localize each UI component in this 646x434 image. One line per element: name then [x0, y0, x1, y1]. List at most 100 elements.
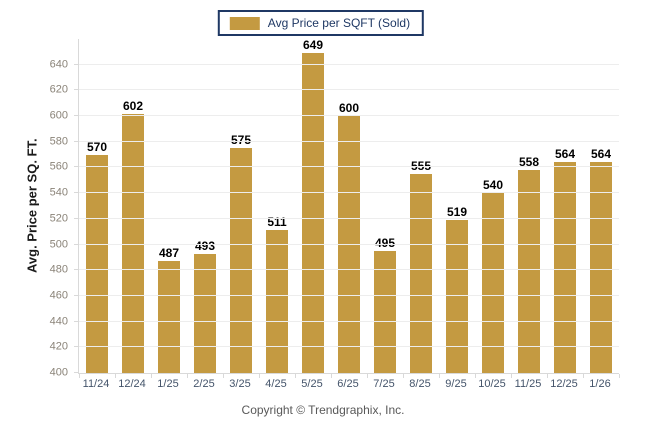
y-tick-mark	[74, 63, 79, 65]
bar	[374, 250, 396, 373]
x-tick-mark	[187, 374, 188, 378]
bars-container: 570 602 487 493 575 511 649 600 495 555 519 540 558 5…	[79, 39, 619, 373]
y-tick-label: 440	[49, 315, 68, 328]
x-tick-mark	[223, 374, 224, 378]
x-tick-label: 10/25	[478, 378, 506, 390]
gridline	[79, 243, 619, 245]
y-tick-label: 540	[49, 186, 68, 199]
bar-cell: 558	[511, 39, 547, 373]
y-tick-mark	[74, 115, 79, 117]
y-tick-mark	[74, 346, 79, 348]
bar	[554, 162, 576, 373]
y-tick-label: 580	[49, 135, 68, 148]
gridline	[79, 166, 619, 168]
gridline	[79, 320, 619, 322]
x-tick-label: 4/25	[265, 378, 287, 390]
bar-cell: 602	[115, 39, 151, 373]
bar-value-label: 602	[122, 98, 144, 113]
gridline	[79, 63, 619, 65]
y-tick-label: 500	[49, 238, 68, 251]
bar-value-label: 487	[158, 246, 180, 261]
y-tick-mark	[74, 217, 79, 219]
y-tick-label: 560	[49, 160, 68, 173]
x-tick-label: 8/25	[409, 378, 431, 390]
plot-area: 570 602 487 493 575 511 649 600 495 555 519 540 558 5…	[74, 39, 620, 378]
x-tick-label: 1/25	[157, 378, 179, 390]
bar-value-label: 575	[230, 133, 252, 148]
bar-cell: 519	[439, 39, 475, 373]
y-tick-label: 420	[49, 340, 68, 353]
bar-cell: 649	[295, 39, 331, 373]
bar	[410, 173, 432, 373]
x-tick-label: 3/25	[229, 378, 251, 390]
gridline	[79, 89, 619, 91]
legend-swatch-icon	[229, 16, 260, 30]
legend: Avg Price per SQFT (Sold)	[217, 10, 425, 36]
bar	[302, 53, 324, 373]
x-tick-mark	[439, 374, 440, 378]
y-tick-label: 460	[49, 289, 68, 302]
y-tick-label: 400	[49, 366, 68, 379]
y-tick-mark	[74, 372, 79, 373]
gridline	[79, 269, 619, 271]
bar-value-label: 600	[338, 101, 360, 116]
x-tick-mark	[583, 374, 584, 378]
y-tick-mark	[74, 140, 79, 142]
x-tick-label: 12/24	[118, 378, 146, 390]
bar-cell: 570	[79, 39, 115, 373]
y-axis-tick-labels: 400 420 440 460 480 500 520 540 560 580 600 620 640	[0, 39, 74, 378]
bar-cell: 564	[583, 39, 619, 373]
x-tick-mark	[511, 374, 512, 378]
bar-cell: 555	[403, 39, 439, 373]
legend-label: Avg Price per SQFT (Sold)	[267, 16, 411, 30]
y-tick-mark	[74, 192, 79, 194]
y-tick-mark	[74, 320, 79, 322]
y-tick-mark	[74, 294, 79, 296]
bar-value-label: 564	[554, 147, 576, 162]
x-tick-label: 6/25	[337, 378, 359, 390]
bar-cell: 495	[367, 39, 403, 373]
x-tick-label: 9/25	[445, 378, 467, 390]
x-tick-mark	[547, 374, 548, 378]
x-tick-label: 11/24	[82, 378, 110, 390]
x-tick-mark	[79, 374, 80, 378]
bar	[266, 230, 288, 373]
bar-cell: 511	[259, 39, 295, 373]
gridline	[79, 192, 619, 194]
gridline	[79, 115, 619, 117]
bar-value-label: 495	[374, 235, 396, 250]
bar-value-label: 555	[410, 158, 432, 173]
bar-value-label: 558	[518, 155, 540, 170]
bar-cell: 487	[151, 39, 187, 373]
x-tick-mark	[295, 374, 296, 378]
y-tick-label: 640	[49, 58, 68, 71]
gridline	[79, 140, 619, 142]
y-tick-mark	[74, 166, 79, 168]
y-tick-mark	[74, 269, 79, 271]
bar	[86, 154, 108, 373]
gridline	[79, 294, 619, 296]
bar	[482, 193, 504, 373]
x-tick-mark	[475, 374, 476, 378]
x-tick-label: 5/25	[301, 378, 323, 390]
x-tick-label: 11/25	[514, 378, 542, 390]
x-tick-label: 1/26	[589, 378, 611, 390]
bar-cell: 493	[187, 39, 223, 373]
bar-value-label: 564	[590, 147, 612, 162]
bar-value-label: 493	[194, 238, 216, 253]
x-tick-mark	[403, 374, 404, 378]
copyright: Copyright © Trendgraphix, Inc.	[241, 403, 405, 417]
y-tick-mark	[74, 243, 79, 245]
gridline	[79, 346, 619, 348]
y-tick-label: 480	[49, 263, 68, 276]
bar-cell: 564	[547, 39, 583, 373]
bar-cell: 540	[475, 39, 511, 373]
y-tick-label: 600	[49, 109, 68, 122]
y-tick-label: 520	[49, 212, 68, 225]
bar-value-label: 519	[446, 205, 468, 220]
x-axis-tick-labels: 11/24 12/24 1/25 2/25 3/25 4/25 5/25 6/25 7/25 8/…	[78, 378, 618, 390]
bar	[446, 220, 468, 373]
x-tick-label: 2/25	[193, 378, 215, 390]
bar	[518, 170, 540, 373]
